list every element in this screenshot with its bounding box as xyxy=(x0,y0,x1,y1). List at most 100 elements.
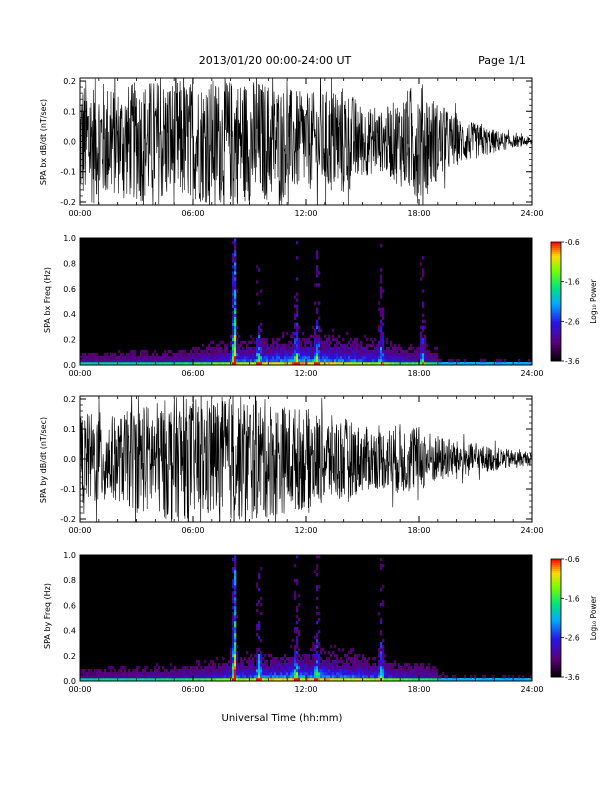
spectrogram-cell xyxy=(234,361,237,366)
colorbar-swatch xyxy=(551,618,561,621)
spectrogram-cell xyxy=(380,328,383,333)
spectrogram-cell xyxy=(292,639,295,643)
spectrogram-cell xyxy=(430,352,433,357)
spectrogram-cell xyxy=(378,346,381,351)
spectrogram-cell xyxy=(142,352,145,357)
spectrogram-cell xyxy=(314,672,317,676)
spectrogram-cell xyxy=(330,355,333,360)
spectrogram-cell xyxy=(264,337,267,342)
spectrogram-cell xyxy=(232,591,235,595)
spectrogram-cell xyxy=(242,660,245,664)
spectrogram-cell xyxy=(270,343,273,348)
spectrogram-cell xyxy=(416,675,419,679)
spectrogram-cell xyxy=(380,244,383,248)
spectrogram-cell xyxy=(232,334,235,339)
spectrogram-cell xyxy=(194,666,197,670)
spectrogram-cell xyxy=(114,678,117,682)
spectrogram-cell xyxy=(92,678,95,682)
spectrogram-cell xyxy=(188,672,191,676)
spectrogram-cell xyxy=(94,358,97,363)
spectrogram-cell xyxy=(294,594,297,598)
spectrogram-cell xyxy=(322,349,325,354)
spectrogram-cell xyxy=(262,337,265,342)
spectrogram-cell xyxy=(336,660,339,664)
spectrogram-cell xyxy=(292,343,295,348)
spectrogram-cell xyxy=(308,355,311,360)
spectrogram-cell xyxy=(314,358,317,363)
spectrogram-cell xyxy=(170,672,173,676)
spectrogram-cell xyxy=(452,675,455,679)
spectrogram-cell xyxy=(352,660,355,664)
spectrogram-cell xyxy=(280,663,283,667)
spectrogram-cell xyxy=(272,678,275,682)
spectrogram-cell xyxy=(282,666,285,670)
spectrogram-cell xyxy=(312,663,315,667)
spectrogram-cell xyxy=(308,654,311,658)
spectrogram-cell xyxy=(260,340,263,345)
spectrogram-cell xyxy=(274,678,277,682)
spectrogram-cell xyxy=(354,672,357,676)
spectrogram-cell xyxy=(360,678,363,682)
spectrogram-cell xyxy=(150,669,153,673)
spectrogram-cell xyxy=(234,606,237,610)
spectrogram-cell xyxy=(110,358,113,363)
spectrogram-cell xyxy=(376,675,379,679)
spectrogram-cell xyxy=(196,660,199,664)
spectrogram-cell xyxy=(260,639,263,643)
spectrogram-cell xyxy=(382,669,385,673)
spectrogram-cell xyxy=(234,313,237,317)
spectrogram-cell xyxy=(434,669,437,673)
spectrogram-cell xyxy=(174,678,177,682)
spectrogram-cell xyxy=(120,355,123,360)
spectrogram-cell xyxy=(382,672,385,676)
spectrogram-cell xyxy=(424,325,427,330)
spectrogram-cell xyxy=(398,358,401,363)
spectrogram-cell xyxy=(252,657,255,661)
spectrogram-cell xyxy=(316,585,319,589)
spectrogram-cell xyxy=(250,678,253,682)
spectrogram-cell xyxy=(306,355,309,360)
spectrogram-cell xyxy=(222,675,225,679)
spectrogram-cell xyxy=(254,349,257,354)
spectrogram-cell xyxy=(316,250,319,254)
spectrogram-cell xyxy=(234,253,237,257)
spectrogram-cell xyxy=(146,678,149,682)
spectrogram-cell xyxy=(232,349,235,354)
spectrogram-cell xyxy=(366,660,369,664)
spectrogram-cell xyxy=(298,633,301,637)
x-tick-label: 06:00 xyxy=(181,209,204,218)
spectrogram-cell xyxy=(266,672,269,676)
spectrogram-cell xyxy=(294,316,297,320)
spectrogram-cell xyxy=(362,358,365,363)
spectrogram-cell xyxy=(420,669,423,673)
spectrogram-cell xyxy=(184,349,187,354)
spectrogram-cell xyxy=(322,358,325,363)
spectrogram-cell xyxy=(484,678,487,682)
spectrogram-cell xyxy=(290,657,293,661)
spectrogram-cell xyxy=(320,358,323,363)
spectrogram-cell xyxy=(180,352,183,357)
spectrogram-cell xyxy=(298,594,301,598)
spectrogram-cell xyxy=(378,654,381,658)
spectrogram-cell xyxy=(232,651,235,655)
spectrogram-cell xyxy=(434,672,437,676)
spectrogram-cell xyxy=(438,675,441,679)
spectrogram-cell xyxy=(380,657,383,661)
spectrogram-cell xyxy=(260,343,263,348)
spectrogram-cell xyxy=(376,361,379,366)
spectrogram-cell xyxy=(232,627,235,631)
spectrogram-cell xyxy=(198,361,201,366)
spectrogram-cell xyxy=(176,361,179,366)
spectrogram-cell xyxy=(424,672,427,676)
spectrogram-cell xyxy=(422,672,425,676)
spectrogram-cell xyxy=(112,666,115,670)
spectrogram-cell xyxy=(376,666,379,670)
spectrogram-cell xyxy=(316,567,319,571)
spectrogram-cell xyxy=(304,343,307,348)
spectrogram-cell xyxy=(298,349,301,354)
spectrogram-cell xyxy=(208,358,211,363)
spectrogram-cell xyxy=(270,675,273,679)
colorbar-swatch xyxy=(551,247,561,251)
spectrogram-cell xyxy=(232,310,235,314)
spectrogram-cell xyxy=(240,340,243,345)
